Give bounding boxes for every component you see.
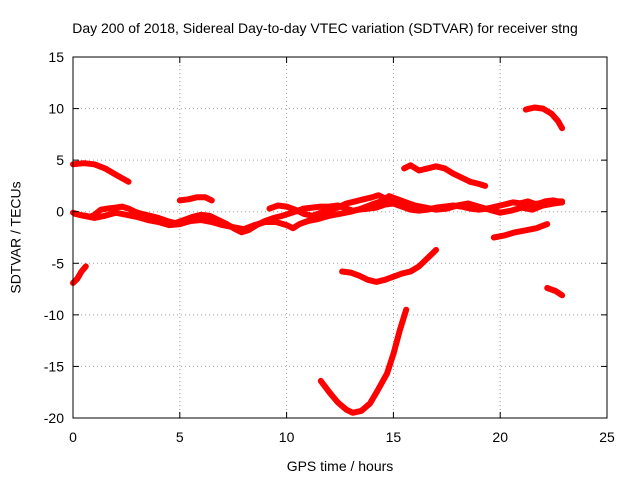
y-tick-label: 10 (48, 101, 64, 117)
data-series (72, 193, 566, 233)
data-series (176, 194, 215, 204)
tick-layer: 0 5 10 15 20 25 -20 -15 -10 -5 0 5 10 15 (44, 49, 615, 445)
data-series (70, 263, 89, 286)
data-series (522, 104, 566, 132)
x-tick-label: 20 (492, 429, 508, 445)
data-series (70, 160, 132, 185)
plot-frame (72, 56, 608, 419)
y-tick-label: 15 (48, 49, 64, 65)
x-tick-label: 15 (386, 429, 402, 445)
chart-title: Day 200 of 2018, Sidereal Day-to-day VTE… (72, 20, 578, 36)
x-tick-label: 5 (176, 429, 184, 445)
data-series (339, 246, 440, 285)
y-tick-label: 0 (56, 204, 64, 220)
data-series (490, 221, 551, 241)
x-tick-label: 0 (69, 429, 77, 445)
y-tick-label: -5 (52, 255, 65, 271)
y-tick-label: -15 (44, 358, 64, 374)
data-series (70, 198, 566, 236)
data-series (266, 192, 405, 219)
y-axis-label: SDTVAR / TECUs (8, 181, 24, 293)
data-series (401, 162, 489, 189)
y-tick-label: -10 (44, 307, 64, 323)
y-tick-label: 5 (56, 152, 64, 168)
data-series (544, 285, 566, 299)
x-tick-label: 10 (279, 429, 295, 445)
data-series (317, 306, 410, 416)
data-series (516, 197, 566, 208)
data-layer (70, 104, 566, 416)
x-axis-label: GPS time / hours (287, 458, 394, 474)
y-tick-label: -20 (44, 410, 64, 426)
x-tick-label: 25 (599, 429, 615, 445)
